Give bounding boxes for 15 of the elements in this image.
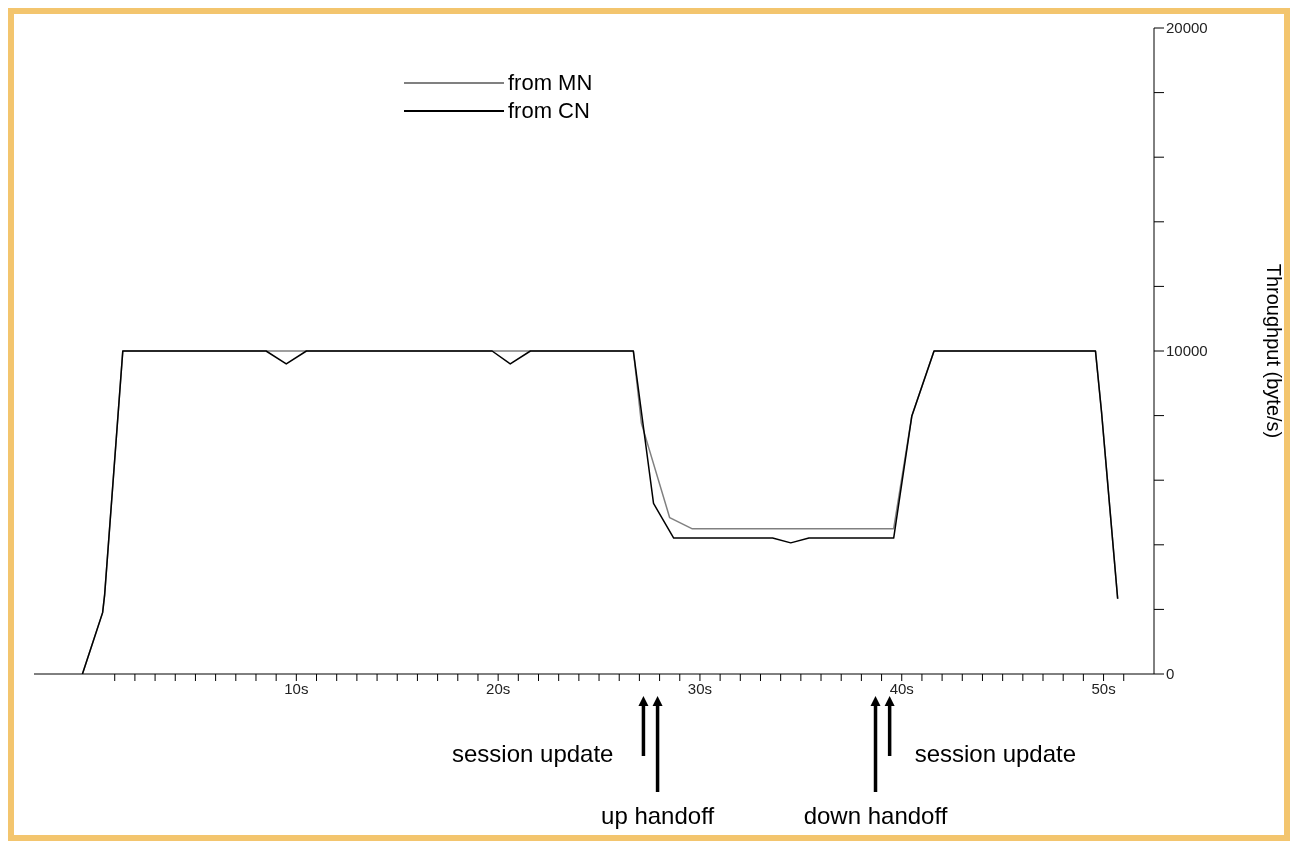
x-tick-label: 10s [284, 679, 309, 697]
legend-label: from CN [508, 97, 590, 125]
x-tick-label: 50s [1091, 679, 1116, 697]
y-axis-title: Throughput (byte/s) [1262, 263, 1285, 439]
y-tick-label: 20000 [1166, 19, 1208, 37]
x-tick-label: 30s [687, 679, 713, 697]
x-tick-label: 40s [889, 679, 914, 697]
text: up handoff [601, 802, 715, 829]
y-tick-label: 0 [1166, 665, 1175, 683]
y-tick-label: 10000 [1166, 342, 1208, 360]
legend-label: from MN [508, 69, 593, 97]
text: session update [914, 740, 1077, 767]
text: session update [451, 740, 614, 767]
text: down handoff [803, 802, 948, 829]
x-tick-label: 20s [486, 679, 511, 697]
